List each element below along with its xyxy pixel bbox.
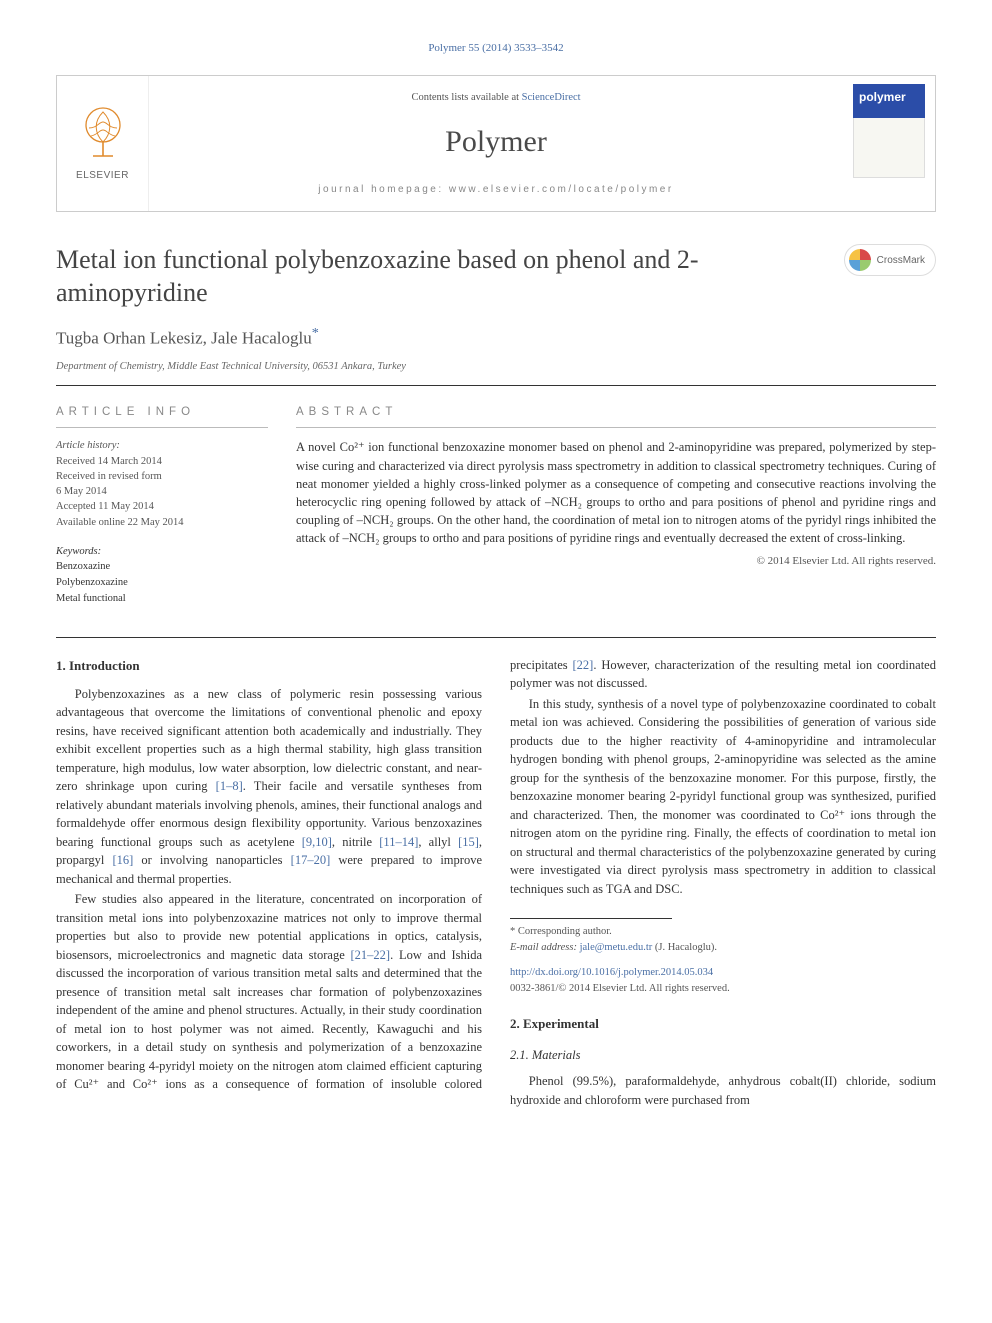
section-2-heading: 2. Experimental xyxy=(510,1014,936,1033)
title-row: Metal ion functional polybenzoxazine bas… xyxy=(56,244,936,323)
doi-line: http://dx.doi.org/10.1016/j.polymer.2014… xyxy=(510,965,936,981)
journal-header-box: ELSEVIER Contents lists available at Sci… xyxy=(56,75,936,213)
keyword-1: Benzoxazine xyxy=(56,559,268,575)
email-suffix: (J. Hacaloglu). xyxy=(652,942,717,953)
history-received: Received 14 March 2014 xyxy=(56,454,268,469)
email-line: E-mail address: jale@metu.edu.tr (J. Hac… xyxy=(510,940,936,956)
section-1-heading: 1. Introduction xyxy=(56,656,482,675)
history-revised-line2: 6 May 2014 xyxy=(56,484,268,499)
sciencedirect-link[interactable]: ScienceDirect xyxy=(522,92,581,103)
abstract-heading: ABSTRACT xyxy=(296,404,936,421)
history-accepted: Accepted 11 May 2014 xyxy=(56,499,268,514)
email-address[interactable]: jale@metu.edu.tr xyxy=(580,942,653,953)
keyword-3: Metal functional xyxy=(56,591,268,607)
info-abstract-row: ARTICLE INFO Article history: Received 1… xyxy=(56,404,936,607)
article-body-columns: 1. Introduction Polybenzoxazines as a ne… xyxy=(56,656,936,1109)
journal-cover-block: polymer xyxy=(843,76,935,212)
elsevier-text: ELSEVIER xyxy=(76,168,129,183)
history-label: Article history: xyxy=(56,438,268,453)
abstract-rule xyxy=(296,427,936,428)
crossmark-icon xyxy=(849,249,871,271)
section-2-1-heading: 2.1. Materials xyxy=(510,1046,936,1065)
homepage-url[interactable]: www.elsevier.com/locate/polymer xyxy=(449,184,674,195)
email-label: E-mail address: xyxy=(510,942,580,953)
p1-seg-c: , nitrile xyxy=(332,835,379,849)
keywords-label: Keywords: xyxy=(56,544,268,560)
crossmark-q2 xyxy=(860,249,871,260)
footer-rule xyxy=(510,918,672,919)
mid-rule xyxy=(56,637,936,638)
issn-copyright-line: 0032-3861/© 2014 Elsevier Ltd. All right… xyxy=(510,981,936,997)
cover-title: polymer xyxy=(853,84,925,118)
authors-line: Tugba Orhan Lekesiz, Jale Hacaloglu* xyxy=(56,323,936,351)
contents-available-line: Contents lists available at ScienceDirec… xyxy=(159,90,833,106)
p1-seg-a: Polybenzoxazines as a new class of polym… xyxy=(56,687,482,794)
history-revised-line1: Received in revised form xyxy=(56,469,268,484)
article-info-block: ARTICLE INFO Article history: Received 1… xyxy=(56,404,268,607)
elsevier-tree-icon xyxy=(73,104,133,164)
crossmark-q1 xyxy=(849,249,860,260)
crossmark-q3 xyxy=(849,260,860,271)
corresponding-author-footer: * Corresponding author. E-mail address: … xyxy=(510,918,936,996)
info-rule xyxy=(56,427,268,428)
history-online: Available online 22 May 2014 xyxy=(56,515,268,530)
article-title: Metal ion functional polybenzoxazine bas… xyxy=(56,244,816,309)
ref-16[interactable]: [16] xyxy=(112,853,133,867)
ref-22[interactable]: [22] xyxy=(573,658,594,672)
ref-21-22[interactable]: [21–22] xyxy=(351,948,391,962)
crossmark-label: CrossMark xyxy=(877,253,925,268)
top-rule xyxy=(56,385,936,386)
corresponding-author-mark: * xyxy=(312,325,319,341)
keyword-2: Polybenzoxazine xyxy=(56,575,268,591)
cover-body xyxy=(853,118,925,178)
ref-15[interactable]: [15] xyxy=(458,835,479,849)
abstract-copyright: © 2014 Elsevier Ltd. All rights reserved… xyxy=(296,553,936,570)
elsevier-logo-block: ELSEVIER xyxy=(57,76,149,212)
intro-paragraph-1: Polybenzoxazines as a new class of polym… xyxy=(56,685,482,889)
journal-name: Polymer xyxy=(159,119,833,164)
contents-prefix: Contents lists available at xyxy=(411,92,521,103)
journal-cover-thumbnail: polymer xyxy=(853,84,925,178)
p1-seg-f: or involving nanoparticles xyxy=(133,853,290,867)
doi-link[interactable]: http://dx.doi.org/10.1016/j.polymer.2014… xyxy=(510,967,713,978)
authors-names: Tugba Orhan Lekesiz, Jale Hacaloglu xyxy=(56,329,312,348)
section-2-block: 2. Experimental 2.1. Materials Phenol (9… xyxy=(510,1014,936,1109)
crossmark-badge[interactable]: CrossMark xyxy=(844,244,936,276)
crossmark-q4 xyxy=(860,260,871,271)
abstract-text: A novel Co²⁺ ion functional benzoxazine … xyxy=(296,438,936,547)
ref-17-20[interactable]: [17–20] xyxy=(291,853,331,867)
ref-11-14[interactable]: [11–14] xyxy=(379,835,418,849)
abstract-block: ABSTRACT A novel Co²⁺ ion functional ben… xyxy=(296,404,936,607)
ref-9-10[interactable]: [9,10] xyxy=(302,835,332,849)
header-center: Contents lists available at ScienceDirec… xyxy=(149,76,843,212)
affiliation: Department of Chemistry, Middle East Tec… xyxy=(56,359,936,375)
homepage-prefix: journal homepage: xyxy=(318,184,449,195)
keywords-block: Keywords: Benzoxazine Polybenzoxazine Me… xyxy=(56,544,268,607)
journal-reference: Polymer 55 (2014) 3533–3542 xyxy=(56,40,936,57)
article-history: Article history: Received 14 March 2014 … xyxy=(56,438,268,529)
article-info-heading: ARTICLE INFO xyxy=(56,404,268,421)
intro-paragraph-3: In this study, synthesis of a novel type… xyxy=(510,695,936,899)
ref-1-8[interactable]: [1–8] xyxy=(216,779,243,793)
corr-author-label: * Corresponding author. xyxy=(510,924,936,940)
materials-paragraph-1: Phenol (99.5%), paraformaldehyde, anhydr… xyxy=(510,1072,936,1109)
journal-homepage-line: journal homepage: www.elsevier.com/locat… xyxy=(159,182,833,197)
p1-seg-d: , allyl xyxy=(418,835,458,849)
